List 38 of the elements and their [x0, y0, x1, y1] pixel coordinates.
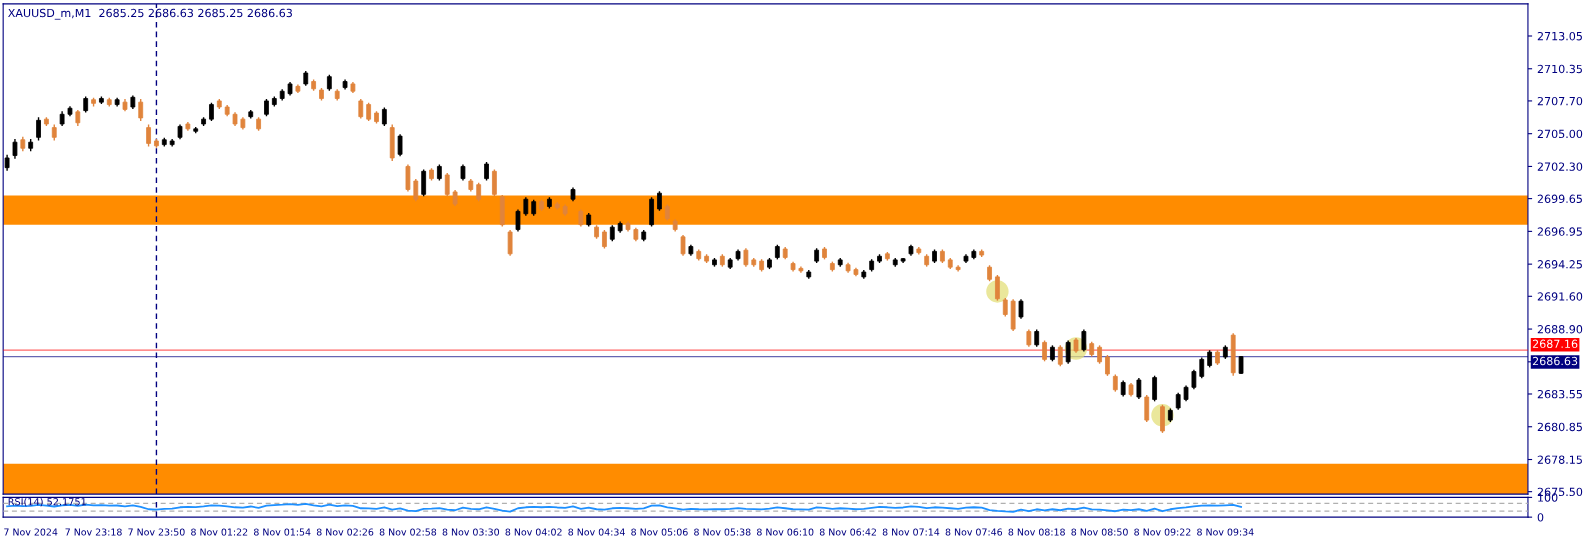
x-tick-label: 8 Nov 04:02 — [505, 528, 562, 536]
y-tick-label: 2713.05 — [1537, 31, 1582, 41]
y-tick-label: 2699.65 — [1537, 194, 1582, 203]
chart-title: XAUUSD_m,M1 2685.25 2686.63 2685.25 2686.63 — [8, 8, 292, 20]
x-tick-label: 8 Nov 02:58 — [379, 528, 437, 536]
y-tick-label: 2710.35 — [1537, 64, 1582, 74]
x-tick-label: 7 Nov 23:18 — [65, 528, 122, 536]
x-tick-label: 8 Nov 09:22 — [1134, 528, 1191, 536]
x-tick-label: 8 Nov 05:38 — [694, 528, 751, 536]
x-tick-label: 8 Nov 07:46 — [945, 528, 1003, 536]
x-tick-label: 8 Nov 03:30 — [442, 528, 500, 536]
y-tick-label: 2688.90 — [1537, 325, 1583, 334]
chart-title: RSI(14) 52.1751 — [8, 497, 86, 507]
x-tick-label: 8 Nov 07:14 — [882, 528, 940, 536]
y-tick-label: 2680.85 — [1537, 422, 1582, 432]
y-tick-label: 2694.25 — [1537, 260, 1582, 269]
y-tick-label: 2702.30 — [1537, 162, 1583, 171]
x-tick-label: 8 Nov 08:50 — [1071, 528, 1128, 536]
y-tick-label: 2707.70 — [1537, 96, 1583, 106]
x-tick-label: 8 Nov 01:54 — [254, 528, 311, 536]
x-tick-label: 8 Nov 01:22 — [191, 528, 248, 536]
ref-line-label: 2687.16 — [1532, 339, 1578, 349]
x-tick-label: 8 Nov 02:26 — [316, 528, 374, 536]
x-tick-label: 7 Nov 2024 — [4, 528, 58, 536]
y-tick-label: 2696.95 — [1537, 227, 1582, 236]
y-tick-label: 2678.15 — [1537, 455, 1582, 464]
x-tick-label: 8 Nov 06:10 — [757, 528, 814, 536]
ref-line-label: 2686.63 — [1532, 356, 1578, 366]
x-tick-label: 8 Nov 04:34 — [568, 528, 625, 536]
x-tick-label: 8 Nov 09:34 — [1197, 528, 1254, 536]
x-tick-label: 8 Nov 08:18 — [1008, 528, 1065, 536]
y-tick-label: 2683.55 — [1537, 389, 1582, 399]
y-tick-label: 2691.60 — [1537, 292, 1583, 301]
x-tick-label: 7 Nov 23:50 — [128, 528, 185, 536]
x-tick-label: 8 Nov 05:06 — [631, 528, 688, 536]
y-tick-label: 0 — [1537, 513, 1544, 522]
x-tick-label: 8 Nov 06:42 — [819, 528, 876, 536]
y-tick-label: 2705.00 — [1537, 129, 1583, 139]
